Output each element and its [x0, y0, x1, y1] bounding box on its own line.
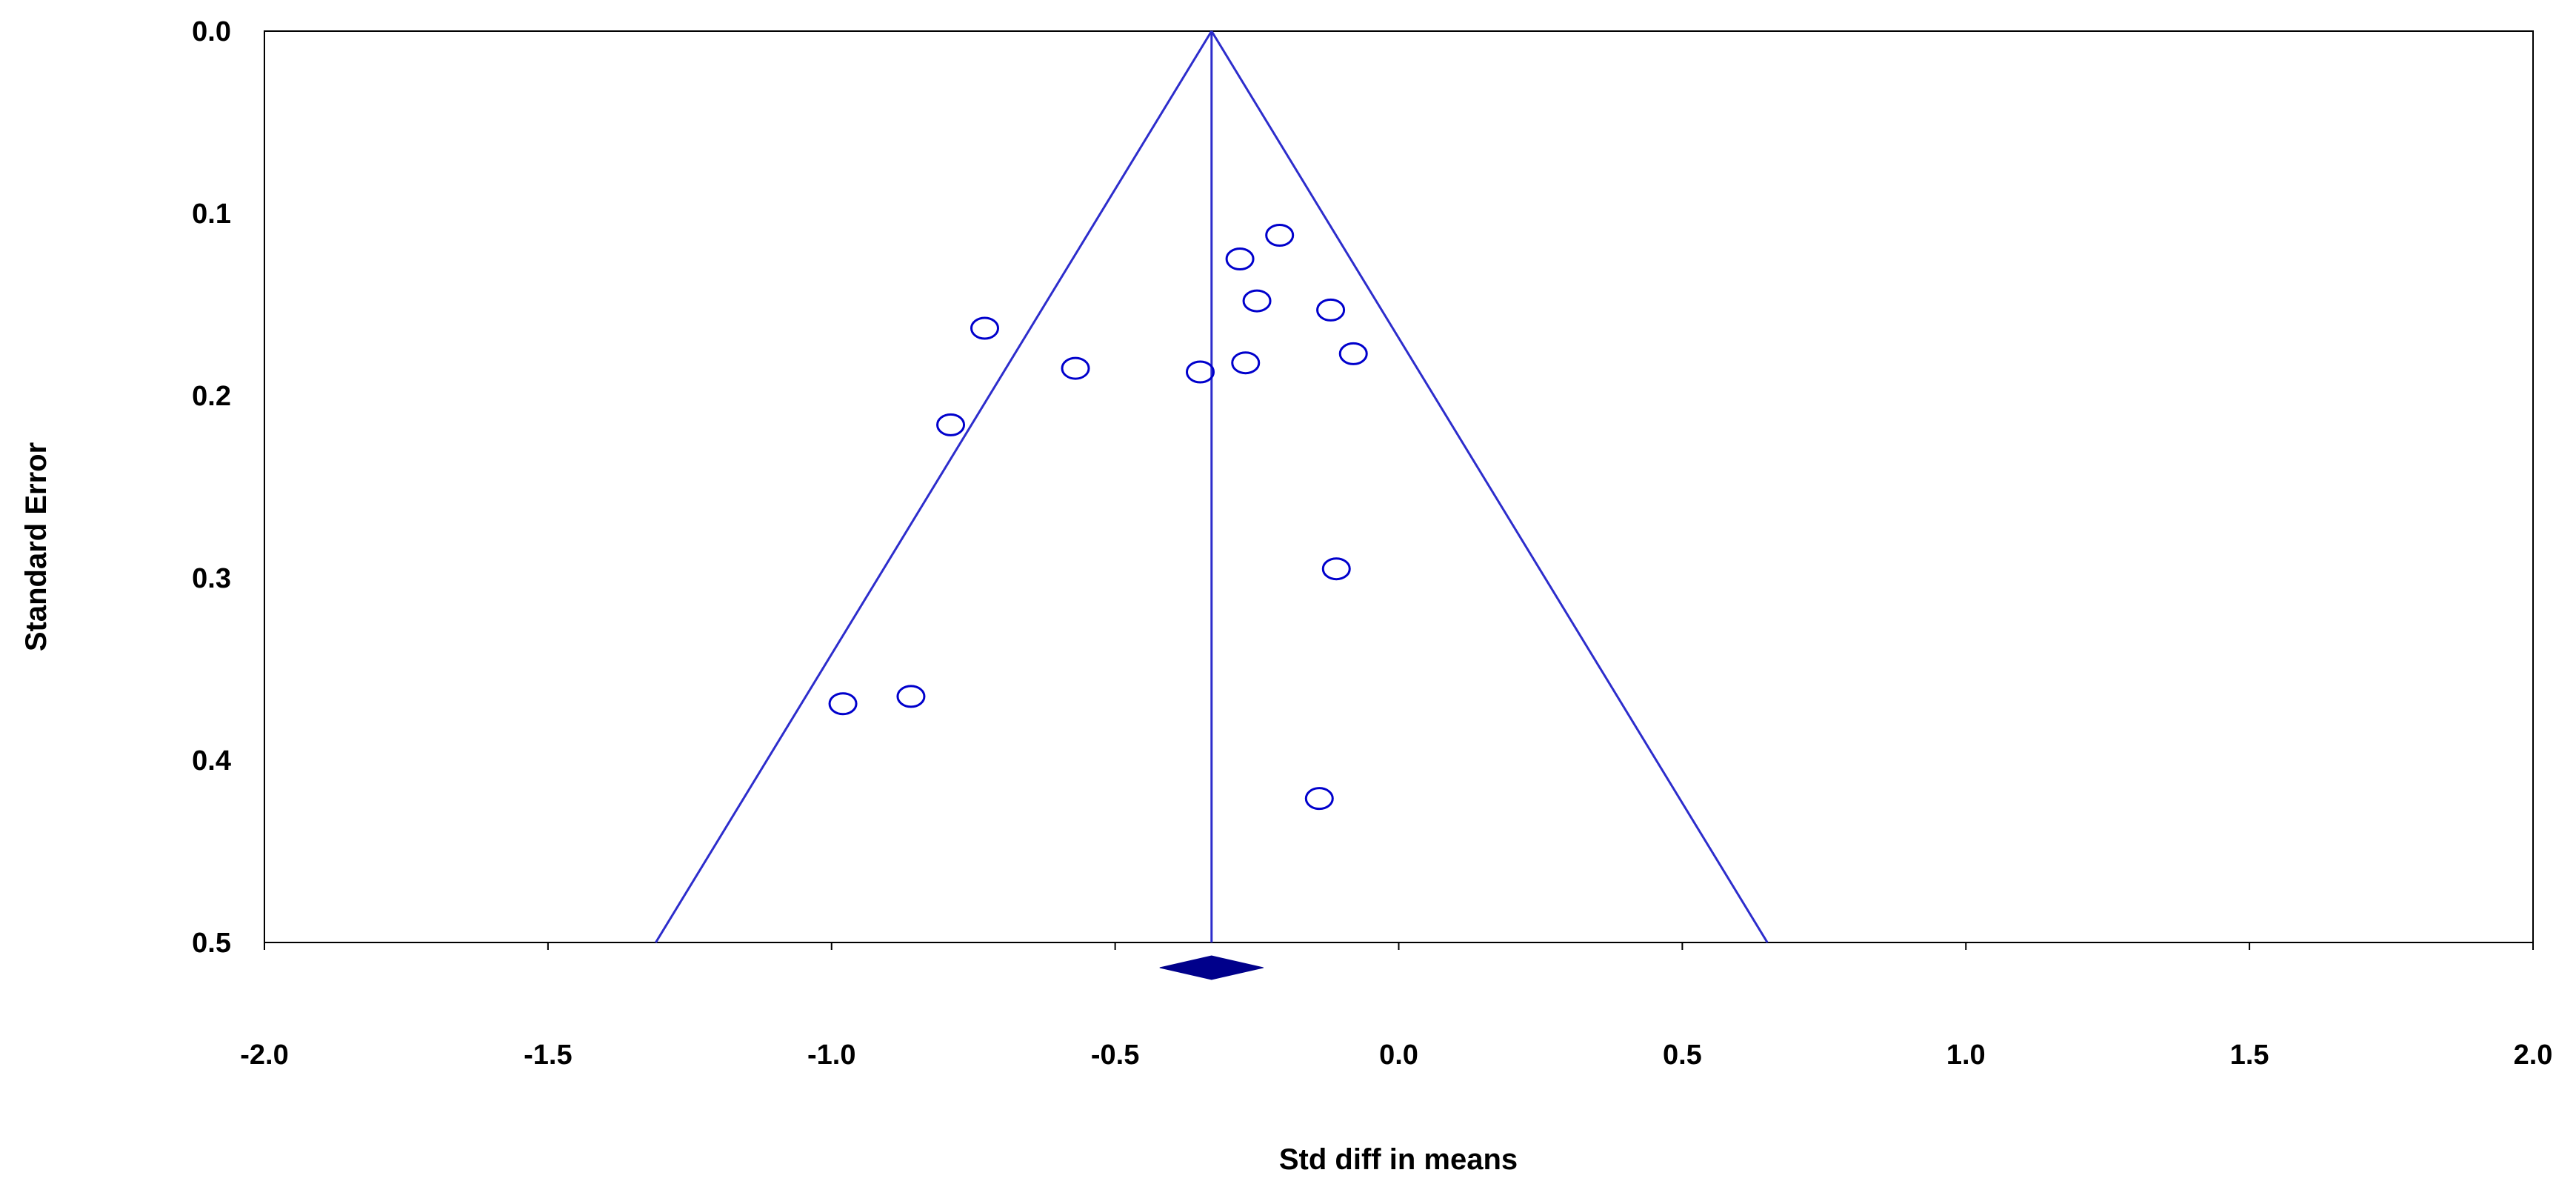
x-tick-label: 2.0	[2514, 1040, 2553, 1071]
study-point	[1242, 289, 1272, 313]
x-tick-label: -2.0	[240, 1040, 288, 1071]
funnel-right-line	[1210, 30, 1769, 943]
study-point	[1265, 224, 1295, 247]
study-point	[1231, 351, 1261, 375]
study-point	[1225, 247, 1255, 270]
x-tick-label: 0.5	[1663, 1040, 1702, 1071]
x-tick-label: -1.0	[807, 1040, 855, 1071]
study-point	[1185, 360, 1215, 384]
y-tick-label: 0.4	[192, 745, 231, 777]
study-points	[828, 224, 1368, 811]
study-point	[1061, 356, 1090, 380]
y-tick-label: 0.2	[192, 381, 231, 412]
pooled-estimate-diamond	[1159, 955, 1264, 980]
x-axis-title: Std diff in means	[1279, 1143, 1518, 1176]
y-tick-label: 0.3	[192, 563, 231, 594]
study-point	[896, 685, 926, 708]
y-tick-label: 0.0	[192, 16, 231, 47]
study-point	[1316, 298, 1346, 322]
funnel-left-line	[655, 30, 1213, 943]
study-point	[970, 316, 1000, 340]
y-tick-label: 0.1	[192, 199, 231, 230]
x-tick-label: -0.5	[1091, 1040, 1139, 1071]
x-tick-label: 1.5	[2230, 1040, 2269, 1071]
funnel-lines	[655, 30, 1769, 943]
study-point	[936, 413, 966, 436]
study-point	[1321, 557, 1351, 581]
x-tick-label: -1.5	[524, 1040, 572, 1071]
study-point	[1304, 787, 1334, 811]
x-axis-ticks: -2.0 -1.5 -1.0 -0.5 0.0 0.5 1.0 1.5 2.0	[240, 942, 2552, 1071]
study-point	[1338, 342, 1368, 365]
x-tick-label: 1.0	[1946, 1040, 1986, 1071]
plot-area	[264, 30, 2534, 943]
study-point	[828, 692, 858, 716]
y-axis-ticks: 0.0 0.1 0.2 0.3 0.4 0.5	[192, 16, 231, 959]
pooled-estimate-diamond-group	[1159, 955, 1264, 980]
y-axis-title: Standard Error	[20, 442, 53, 651]
y-tick-label: 0.5	[192, 928, 231, 959]
x-tick-label: 0.0	[1379, 1040, 1418, 1071]
